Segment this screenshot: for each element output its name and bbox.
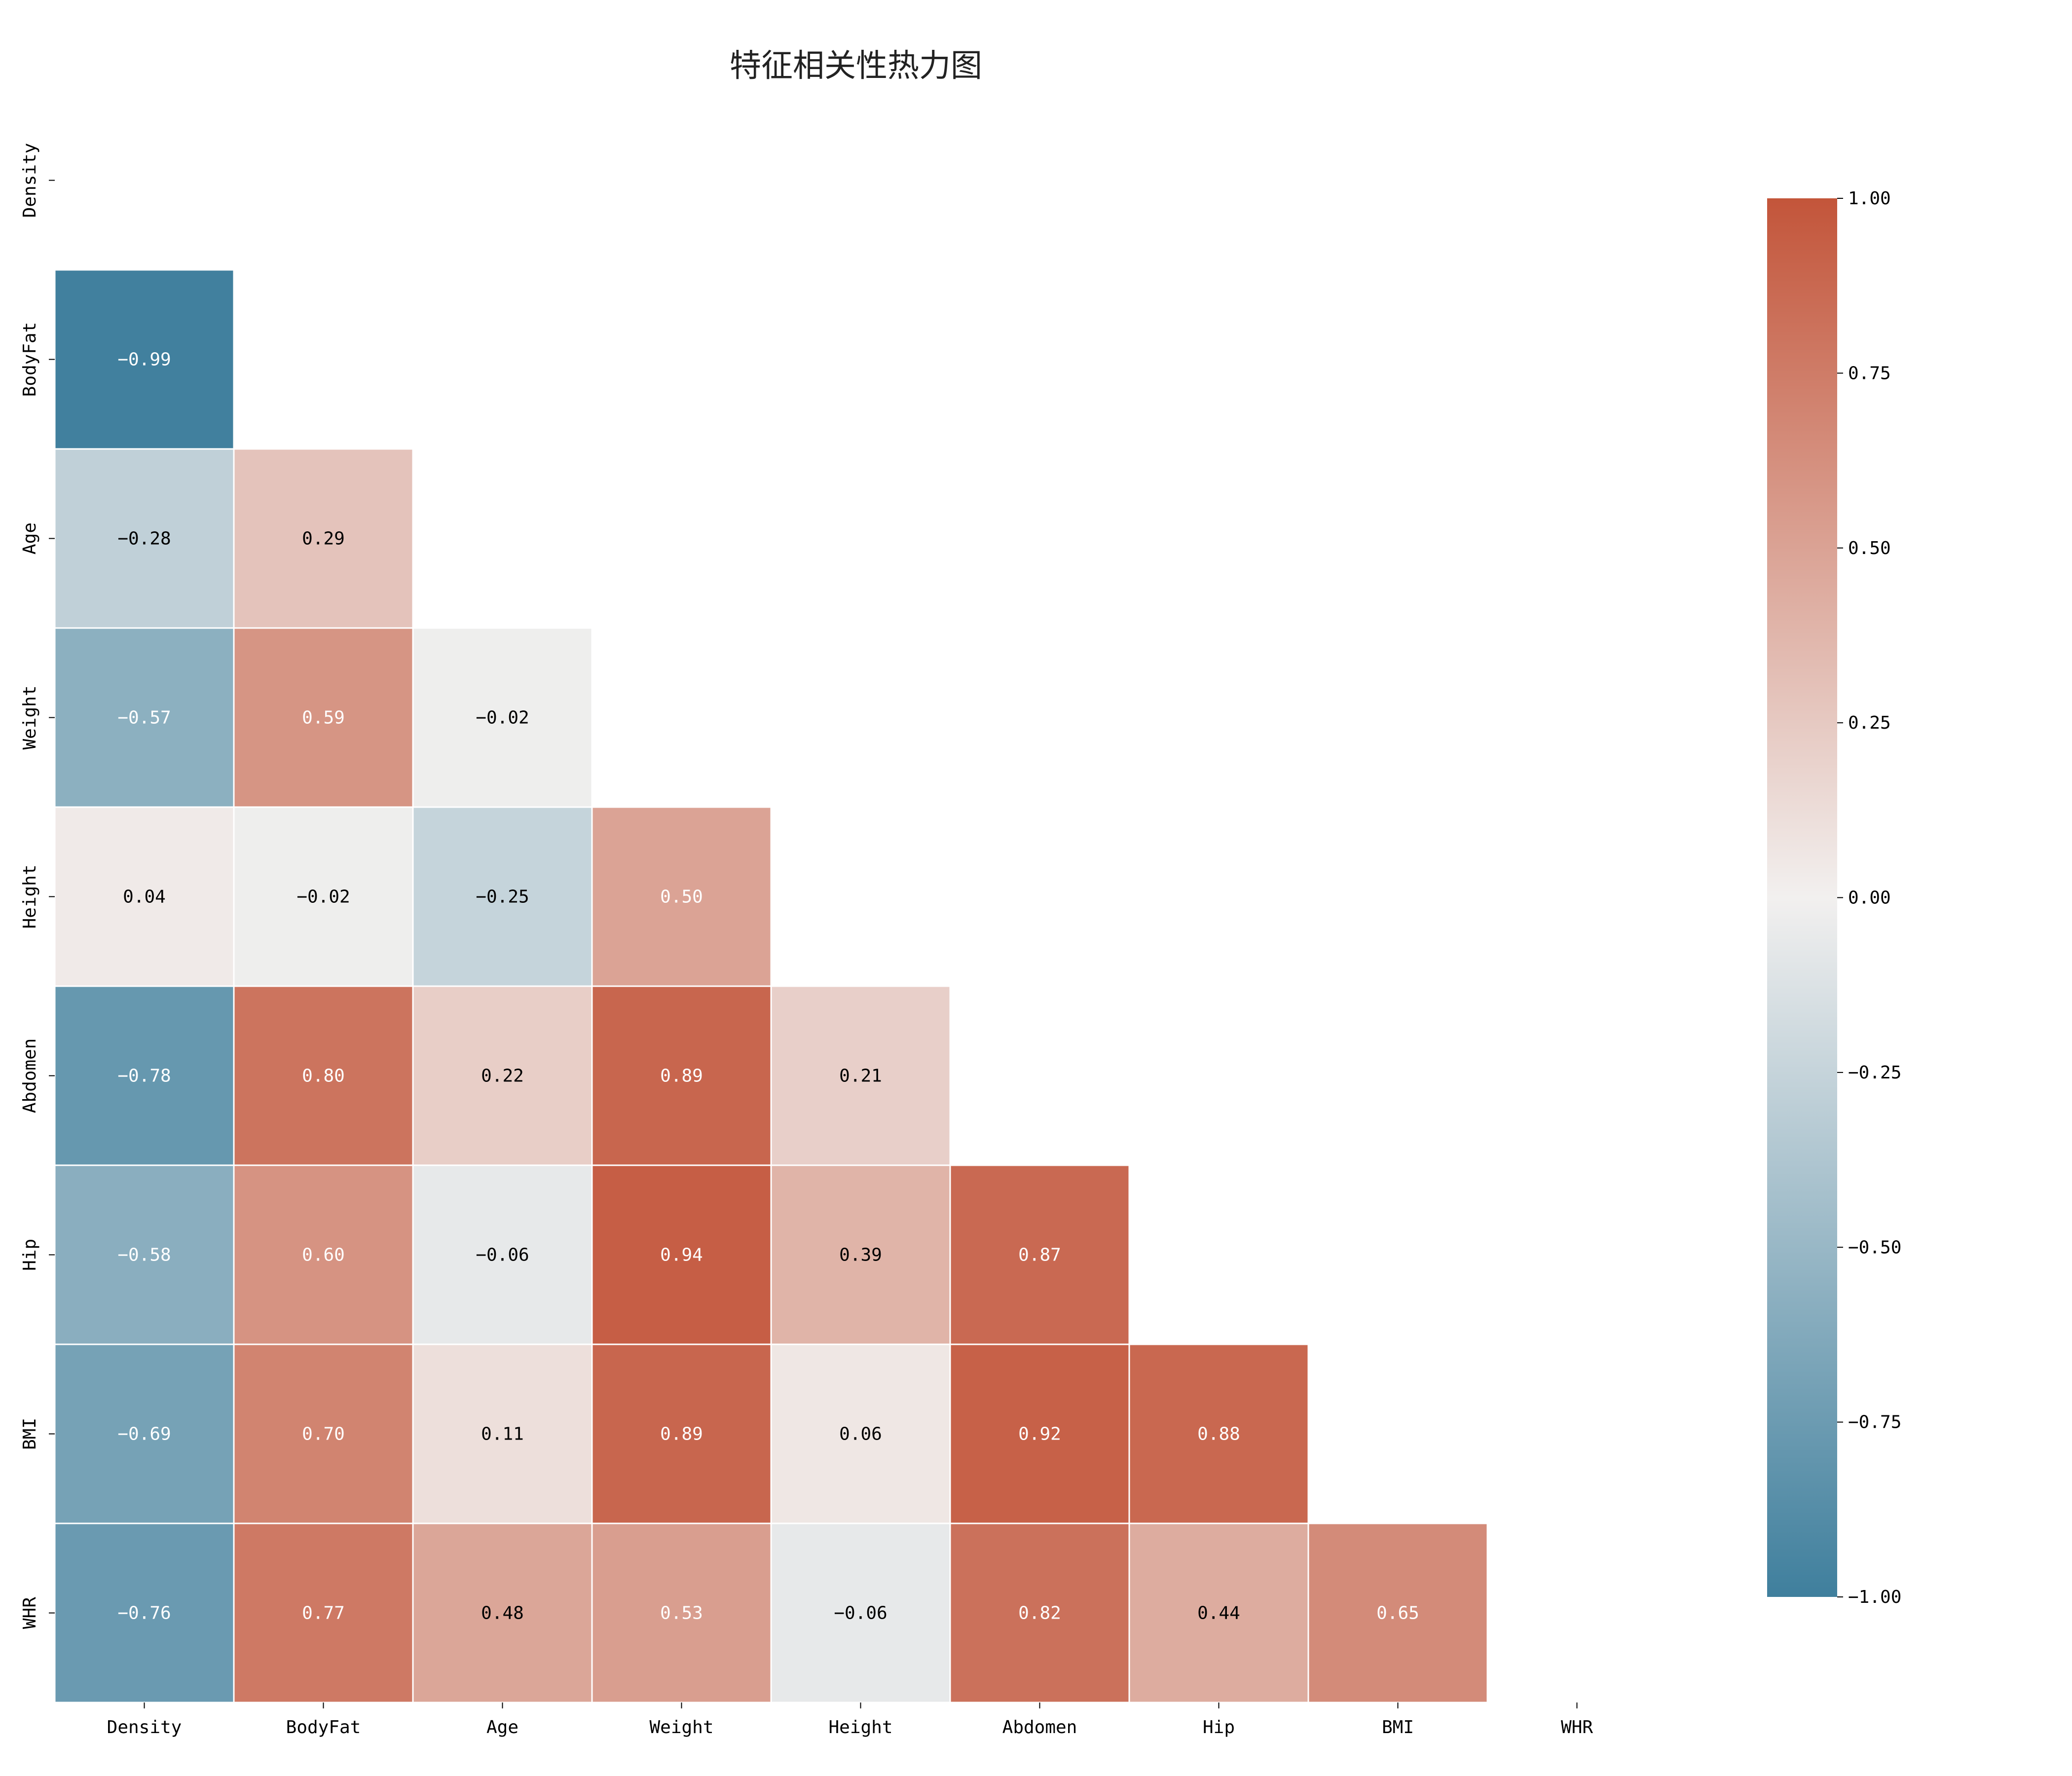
heatmap-cell-bmi-density (54, 1343, 235, 1524)
cell-label-weight-bodyfat: 0.59 (302, 708, 345, 728)
heatmap-cell-bmi-hip (1128, 1343, 1309, 1524)
colorbar-tick-label: −0.75 (1848, 1412, 1901, 1433)
heatmap-cell-abdomen-weight (591, 985, 772, 1166)
heatmap-cell-whr-bmi (1307, 1522, 1488, 1703)
x-axis-ticks: Density BodyFat Age Weight Height Abdomen Hip B… (107, 1702, 1593, 1738)
cell-label-weight-density: −0.57 (117, 708, 171, 728)
x-tick-label-height: Height (828, 1717, 892, 1738)
cell-label-bmi-height: 0.06 (839, 1424, 882, 1444)
cell-label-abdomen-density: −0.78 (117, 1066, 171, 1086)
cell-label-whr-height: −0.06 (834, 1603, 887, 1624)
cell-label-hip-abdomen: 0.87 (1018, 1245, 1061, 1265)
y-tick-label-bmi: BMI (20, 1418, 40, 1450)
y-tick-label-age: Age (20, 522, 40, 555)
y-tick-label-whr: WHR (20, 1597, 40, 1629)
heatmap-cell-age-density (54, 448, 235, 629)
cell-label-whr-hip: 0.44 (1197, 1603, 1240, 1624)
heatmap-cells: −0.99 −0.28 0.29 −0.57 0.59 −0.02 0.04 −0.02 −0.… (54, 269, 1488, 1703)
cell-label-height-age: −0.25 (476, 887, 529, 907)
colorbar-tick-label: −0.25 (1848, 1063, 1901, 1083)
x-tick-label-age: Age (486, 1717, 518, 1738)
cell-label-height-weight: 0.50 (660, 887, 703, 907)
heatmap-cell-weight-age (412, 627, 593, 808)
cell-label-hip-height: 0.39 (839, 1245, 882, 1265)
cell-label-whr-bmi: 0.65 (1376, 1603, 1419, 1624)
cell-label-height-bodyfat: −0.02 (296, 887, 350, 907)
colorbar: 1.00 0.75 0.50 0.25 0.00 −0.25 −0.50 −0.75 −1.00 (1767, 188, 1901, 1607)
cell-label-abdomen-height: 0.21 (839, 1066, 882, 1086)
heatmap-cell-hip-height (770, 1164, 951, 1345)
heatmap-cell-age-bodyfat (233, 448, 414, 629)
x-tick-label-abdomen: Abdomen (1002, 1717, 1077, 1738)
cell-label-bodyfat-density: −0.99 (117, 350, 171, 370)
y-axis-ticks: Density BodyFat Age Weight Height Abdomen Hip B… (20, 143, 55, 1629)
heatmap-cell-abdomen-bodyfat (233, 985, 414, 1166)
x-tick-label-weight: Weight (649, 1717, 713, 1738)
cell-label-age-bodyfat: 0.29 (302, 529, 345, 549)
cell-label-whr-age: 0.48 (481, 1603, 524, 1624)
cell-label-whr-abdomen: 0.82 (1018, 1603, 1061, 1624)
heatmap-cell-height-bodyfat (233, 806, 414, 987)
cell-label-abdomen-age: 0.22 (481, 1066, 524, 1086)
colorbar-tick-label: 0.50 (1848, 538, 1891, 558)
cell-label-bmi-bodyfat: 0.70 (302, 1424, 345, 1444)
colorbar-tick-label: 0.25 (1848, 713, 1891, 733)
heatmap-cell-weight-density (54, 627, 235, 808)
heatmap-cell-height-weight (591, 806, 772, 987)
y-tick-label-weight: Weight (20, 685, 40, 749)
cell-label-hip-weight: 0.94 (660, 1245, 703, 1265)
colorbar-gradient (1767, 198, 1837, 1597)
x-tick-label-whr: WHR (1561, 1717, 1593, 1738)
heatmap-cell-hip-age (412, 1164, 593, 1345)
colorbar-tick-label: 0.00 (1848, 888, 1891, 908)
cell-label-weight-age: −0.02 (476, 708, 529, 728)
heatmap-cell-bmi-abdomen (949, 1343, 1130, 1524)
cell-label-height-density: 0.04 (123, 887, 166, 907)
cell-label-hip-bodyfat: 0.60 (302, 1245, 345, 1265)
heatmap-cell-bmi-bodyfat (233, 1343, 414, 1524)
cell-label-whr-weight: 0.53 (660, 1603, 703, 1624)
cell-label-bmi-density: −0.69 (117, 1424, 171, 1444)
x-tick-label-bodyfat: BodyFat (286, 1717, 361, 1738)
chart-title: 特征相关性热力图 (730, 48, 982, 84)
cell-label-bmi-weight: 0.89 (660, 1424, 703, 1444)
y-tick-label-height: Height (20, 864, 40, 928)
heatmap-cell-hip-bodyfat (233, 1164, 414, 1345)
heatmap-cell-abdomen-age (412, 985, 593, 1166)
heatmap-cell-weight-bodyfat (233, 627, 414, 808)
heatmap-cell-bodyfat-density (54, 269, 235, 450)
y-tick-label-bodyfat: BodyFat (20, 322, 40, 397)
cell-label-bmi-abdomen: 0.92 (1018, 1424, 1061, 1444)
heatmap-cell-whr-density (54, 1522, 235, 1703)
cell-label-bmi-hip: 0.88 (1197, 1424, 1240, 1444)
cell-label-age-density: −0.28 (117, 529, 171, 549)
x-tick-label-hip: Hip (1203, 1717, 1235, 1738)
y-tick-label-density: Density (20, 143, 40, 218)
cell-label-abdomen-bodyfat: 0.80 (302, 1066, 345, 1086)
heatmap-cell-whr-hip (1128, 1522, 1309, 1703)
colorbar-tick-label: −0.50 (1848, 1237, 1901, 1258)
heatmap-cell-hip-abdomen (949, 1164, 1130, 1345)
colorbar-tick-label: −1.00 (1848, 1587, 1901, 1607)
cell-label-hip-density: −0.58 (117, 1245, 171, 1265)
cell-label-abdomen-weight: 0.89 (660, 1066, 703, 1086)
cell-label-whr-bodyfat: 0.77 (302, 1603, 345, 1624)
x-tick-label-density: Density (107, 1717, 182, 1738)
colorbar-tick-label: 0.75 (1848, 363, 1891, 383)
cell-label-bmi-age: 0.11 (481, 1424, 524, 1444)
cell-label-hip-age: −0.06 (476, 1245, 529, 1265)
y-tick-label-abdomen: Abdomen (20, 1038, 40, 1113)
heatmap-cell-abdomen-height (770, 985, 951, 1166)
heatmap-cell-bmi-weight (591, 1343, 772, 1524)
cell-label-whr-density: −0.76 (117, 1603, 171, 1624)
colorbar-tick-label: 1.00 (1848, 188, 1891, 209)
heatmap-cell-whr-age (412, 1522, 593, 1703)
heatmap-cell-hip-weight (591, 1164, 772, 1345)
x-tick-label-bmi: BMI (1382, 1717, 1414, 1738)
colorbar-ticks: 1.00 0.75 0.50 0.25 0.00 −0.25 −0.50 −0.75 −1.00 (1837, 188, 1901, 1607)
y-tick-label-hip: Hip (20, 1239, 40, 1271)
